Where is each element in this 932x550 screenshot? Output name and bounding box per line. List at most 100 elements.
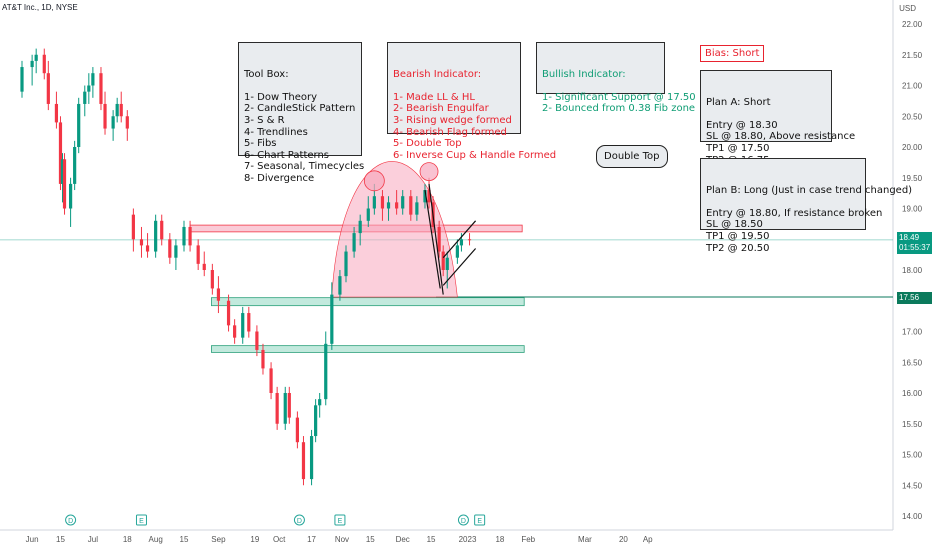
earnings-marker[interactable]: E bbox=[334, 514, 346, 526]
last-price: 18.49 bbox=[899, 232, 920, 242]
bearish-title: Bearish Indicator: bbox=[393, 69, 482, 81]
candle-body bbox=[188, 226, 192, 246]
bearish-item: 4- Bearish Flag formed bbox=[393, 126, 507, 138]
candle-body bbox=[73, 147, 77, 184]
price-tick-label: 19.50 bbox=[902, 174, 923, 183]
time-tick-label: 15 bbox=[56, 535, 65, 544]
candle-body bbox=[324, 343, 328, 400]
earnings-icon bbox=[135, 514, 147, 526]
time-tick-label: 18 bbox=[123, 535, 132, 544]
bear-flag-upper bbox=[442, 220, 477, 259]
double-top-peak bbox=[419, 162, 439, 182]
candle-body bbox=[330, 294, 334, 344]
toolbox-item: 1- Dow Theory bbox=[244, 91, 318, 103]
price-tick-label: 22.00 bbox=[902, 20, 923, 29]
candle-body bbox=[145, 245, 150, 252]
candle-body bbox=[275, 393, 279, 424]
candle-body bbox=[437, 226, 441, 252]
candle-body bbox=[261, 349, 265, 369]
time-tick-label: 20 bbox=[619, 535, 628, 544]
candle-body bbox=[210, 270, 214, 289]
candle-body bbox=[338, 276, 342, 295]
candles bbox=[20, 48, 472, 486]
candle-body bbox=[415, 202, 419, 215]
candle-body bbox=[111, 116, 115, 129]
time-tick-label: Jun bbox=[26, 535, 39, 544]
toolbox-item: 5- Fibs bbox=[244, 138, 277, 150]
bearish-note[interactable]: Bearish Indicator: 1- Made LL & HL 2- Bea… bbox=[387, 42, 556, 161]
double-top-callout[interactable]: Double Top bbox=[596, 145, 668, 168]
candle-body bbox=[352, 233, 356, 252]
candle-body bbox=[34, 54, 38, 61]
earnings-marker[interactable]: E bbox=[135, 514, 147, 526]
candle-body bbox=[395, 202, 399, 209]
candle-body bbox=[409, 196, 413, 215]
plan-b-note[interactable]: Plan B: Long (Just in case trend changed… bbox=[700, 158, 912, 254]
candle-body bbox=[182, 226, 186, 246]
plan-a-item: TP1 @ 17.50 bbox=[706, 142, 770, 154]
earnings-marker[interactable]: E bbox=[474, 514, 486, 526]
dividend-marker[interactable]: D bbox=[457, 514, 469, 526]
price-tick-label: 20.00 bbox=[902, 143, 923, 152]
time-tick-label: Nov bbox=[335, 535, 349, 544]
price-axis: 22.0021.5021.0020.5020.0019.5019.0018.50… bbox=[902, 20, 923, 521]
last-price-badge: 18.49 01:55:37 bbox=[897, 231, 932, 254]
candle-body bbox=[46, 73, 50, 104]
price-tick-label: 14.00 bbox=[902, 512, 923, 521]
plan-a-item: SL @ 18.80, Above resistance bbox=[706, 131, 856, 143]
earnings-icon bbox=[474, 514, 486, 526]
time-tick-label: 2023 bbox=[459, 535, 477, 544]
bias-tag[interactable]: Bias: Short bbox=[700, 45, 765, 62]
candle-body bbox=[87, 85, 91, 92]
candle-body bbox=[91, 73, 95, 86]
candle-body bbox=[83, 91, 87, 104]
bullish-note[interactable]: Bullish Indicator: 1- Significant Support… bbox=[536, 42, 696, 114]
candle-body bbox=[174, 245, 178, 258]
event-label: E bbox=[139, 518, 144, 525]
plan-a-note[interactable]: Plan A: Short Entry @ 18.30 SL @ 18.80, A… bbox=[700, 70, 855, 166]
bullish-title: Bullish Indicator: bbox=[542, 69, 626, 81]
time-tick-label: Feb bbox=[521, 535, 535, 544]
bearish-item: 3- Rising wedge formed bbox=[393, 114, 512, 126]
candle-body bbox=[62, 159, 67, 209]
toolbox-item: 3- S & R bbox=[244, 114, 285, 126]
time-tick-label: Jul bbox=[88, 535, 98, 544]
candle-body bbox=[318, 399, 322, 406]
candle-body bbox=[99, 73, 103, 104]
price-tick-label: 21.50 bbox=[902, 51, 923, 60]
time-tick-label: Oct bbox=[273, 535, 286, 544]
candle-body bbox=[58, 122, 63, 184]
bearish-item: 1- Made LL & HL bbox=[393, 91, 475, 103]
candle-body bbox=[459, 239, 464, 246]
toolbox-item: 2- CandleStick Pattern bbox=[244, 103, 356, 115]
dividend-marker[interactable]: D bbox=[65, 514, 77, 526]
pattern-overlays bbox=[363, 162, 477, 295]
price-tick-label: 20.50 bbox=[902, 112, 923, 121]
support-price-badge: 17.56 bbox=[897, 292, 932, 305]
candle-body bbox=[401, 196, 405, 209]
support-zone-lower bbox=[211, 345, 525, 353]
time-tick-label: Aug bbox=[149, 535, 163, 544]
currency-label: USD bbox=[899, 4, 916, 13]
bullish-item: 2- Bounced from 0.38 Fib zone bbox=[542, 103, 696, 115]
candle-body bbox=[154, 220, 158, 252]
candle-body bbox=[216, 288, 221, 301]
price-tick-label: 21.00 bbox=[902, 82, 923, 91]
dividend-icon bbox=[457, 514, 469, 526]
candle-body bbox=[372, 196, 376, 209]
zones bbox=[189, 161, 525, 353]
toolbox-item: 6- Chart Patterns bbox=[244, 149, 329, 161]
dividend-icon bbox=[293, 514, 305, 526]
toolbox-item: 4- Trendlines bbox=[244, 126, 308, 138]
candle-body bbox=[269, 368, 273, 393]
flag-pole-line bbox=[424, 189, 441, 289]
candle-body bbox=[427, 190, 431, 203]
candle-body bbox=[295, 417, 299, 443]
time-tick-label: Mar bbox=[578, 535, 592, 544]
candle-body bbox=[30, 60, 34, 68]
toolbox-note[interactable]: Tool Box: 1- Dow Theory 2- CandleStick Pa… bbox=[238, 42, 364, 184]
bear-flag-lower bbox=[442, 248, 477, 286]
candle-body bbox=[386, 202, 391, 209]
dividend-marker[interactable]: D bbox=[293, 514, 305, 526]
bullish-item: 1- Significant Support @ 17.50 bbox=[542, 91, 696, 103]
